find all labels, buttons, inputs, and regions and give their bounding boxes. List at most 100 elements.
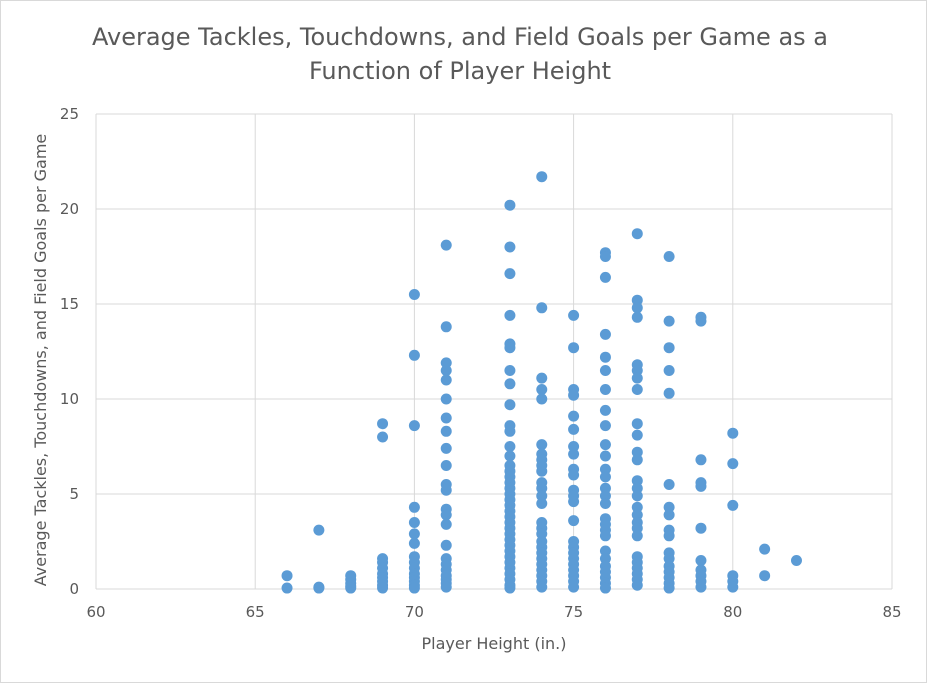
x-axis-title: Player Height (in.) bbox=[421, 634, 566, 653]
data-point bbox=[695, 522, 707, 534]
data-point bbox=[663, 479, 675, 490]
data-point bbox=[727, 581, 739, 593]
data-point bbox=[663, 365, 675, 376]
data-point bbox=[281, 582, 293, 594]
y-axis-title: Average Tackles, Touchdowns, and Field G… bbox=[31, 134, 50, 587]
data-point bbox=[631, 522, 643, 534]
data-point bbox=[727, 427, 739, 439]
data-point bbox=[504, 268, 516, 280]
data-point bbox=[504, 450, 516, 462]
data-point bbox=[504, 309, 516, 321]
data-point bbox=[504, 342, 516, 354]
data-point bbox=[504, 582, 516, 594]
data-point bbox=[377, 431, 389, 443]
data-point bbox=[568, 410, 580, 422]
data-point bbox=[695, 480, 707, 492]
y-tick-label: 25 bbox=[60, 105, 79, 123]
data-point bbox=[663, 501, 675, 513]
data-point bbox=[536, 498, 548, 509]
data-point bbox=[568, 515, 580, 527]
data-point bbox=[599, 404, 611, 416]
data-point bbox=[440, 365, 452, 376]
data-point bbox=[599, 545, 611, 557]
data-point bbox=[727, 458, 739, 470]
data-point bbox=[536, 465, 548, 477]
data-point bbox=[663, 582, 675, 594]
data-point bbox=[631, 384, 643, 395]
data-point bbox=[631, 365, 643, 376]
data-point bbox=[631, 482, 643, 494]
data-point bbox=[377, 582, 389, 594]
chart-title: Average Tackles, Touchdowns, and Field G… bbox=[60, 20, 860, 88]
data-point bbox=[631, 294, 643, 306]
y-tick-label: 15 bbox=[60, 295, 79, 313]
data-point bbox=[631, 446, 643, 458]
x-tick-label: 75 bbox=[564, 603, 583, 621]
data-point bbox=[568, 496, 580, 508]
data-point bbox=[599, 420, 611, 432]
data-point bbox=[599, 482, 611, 494]
x-tick-label: 80 bbox=[723, 603, 742, 621]
data-point bbox=[313, 582, 325, 594]
data-point bbox=[504, 441, 516, 452]
data-point bbox=[504, 199, 516, 211]
data-point bbox=[281, 570, 293, 582]
data-point bbox=[440, 239, 452, 251]
data-point bbox=[568, 441, 580, 452]
data-point bbox=[663, 342, 675, 354]
data-point bbox=[631, 475, 643, 487]
data-point bbox=[440, 357, 452, 369]
data-point bbox=[631, 501, 643, 513]
data-point bbox=[568, 389, 580, 401]
data-point bbox=[631, 530, 643, 542]
y-tick-label: 5 bbox=[69, 485, 79, 503]
data-point bbox=[599, 328, 611, 340]
data-point bbox=[408, 528, 420, 540]
data-point bbox=[599, 490, 611, 502]
tick-labels: 0 5 10 15 20 25 60 65 70 75 80 85 bbox=[60, 105, 902, 621]
data-point bbox=[599, 365, 611, 376]
data-point bbox=[631, 372, 643, 384]
data-point bbox=[536, 482, 548, 494]
data-point bbox=[568, 469, 580, 481]
data-point bbox=[440, 442, 452, 454]
x-tick-label: 70 bbox=[405, 603, 424, 621]
data-point bbox=[790, 555, 802, 566]
data-point bbox=[345, 582, 357, 594]
data-point bbox=[440, 539, 452, 551]
data-point bbox=[440, 460, 452, 471]
data-point bbox=[440, 581, 452, 593]
data-point bbox=[599, 450, 611, 462]
data-point bbox=[631, 228, 643, 240]
data-point bbox=[599, 384, 611, 395]
data-point bbox=[536, 581, 548, 593]
data-point bbox=[599, 271, 611, 283]
data-points bbox=[281, 171, 802, 594]
data-point bbox=[504, 399, 516, 411]
data-point bbox=[695, 315, 707, 327]
data-point bbox=[377, 418, 389, 430]
data-point bbox=[440, 393, 452, 405]
data-point bbox=[663, 509, 675, 521]
data-point bbox=[504, 241, 516, 253]
x-tick-label: 60 bbox=[86, 603, 105, 621]
data-point bbox=[631, 454, 643, 466]
data-point bbox=[727, 499, 739, 511]
data-point bbox=[663, 251, 675, 262]
data-point bbox=[663, 553, 675, 565]
data-point bbox=[631, 311, 643, 323]
data-point bbox=[536, 372, 548, 384]
data-point bbox=[663, 315, 675, 327]
y-tick-label: 0 bbox=[69, 580, 79, 598]
data-point bbox=[599, 471, 611, 483]
data-point bbox=[440, 321, 452, 333]
data-point bbox=[536, 171, 548, 183]
data-point bbox=[631, 509, 643, 521]
data-point bbox=[440, 412, 452, 424]
data-point bbox=[568, 448, 580, 460]
data-point bbox=[663, 530, 675, 542]
data-point bbox=[568, 309, 580, 321]
data-point bbox=[599, 498, 611, 509]
data-point bbox=[408, 289, 420, 300]
